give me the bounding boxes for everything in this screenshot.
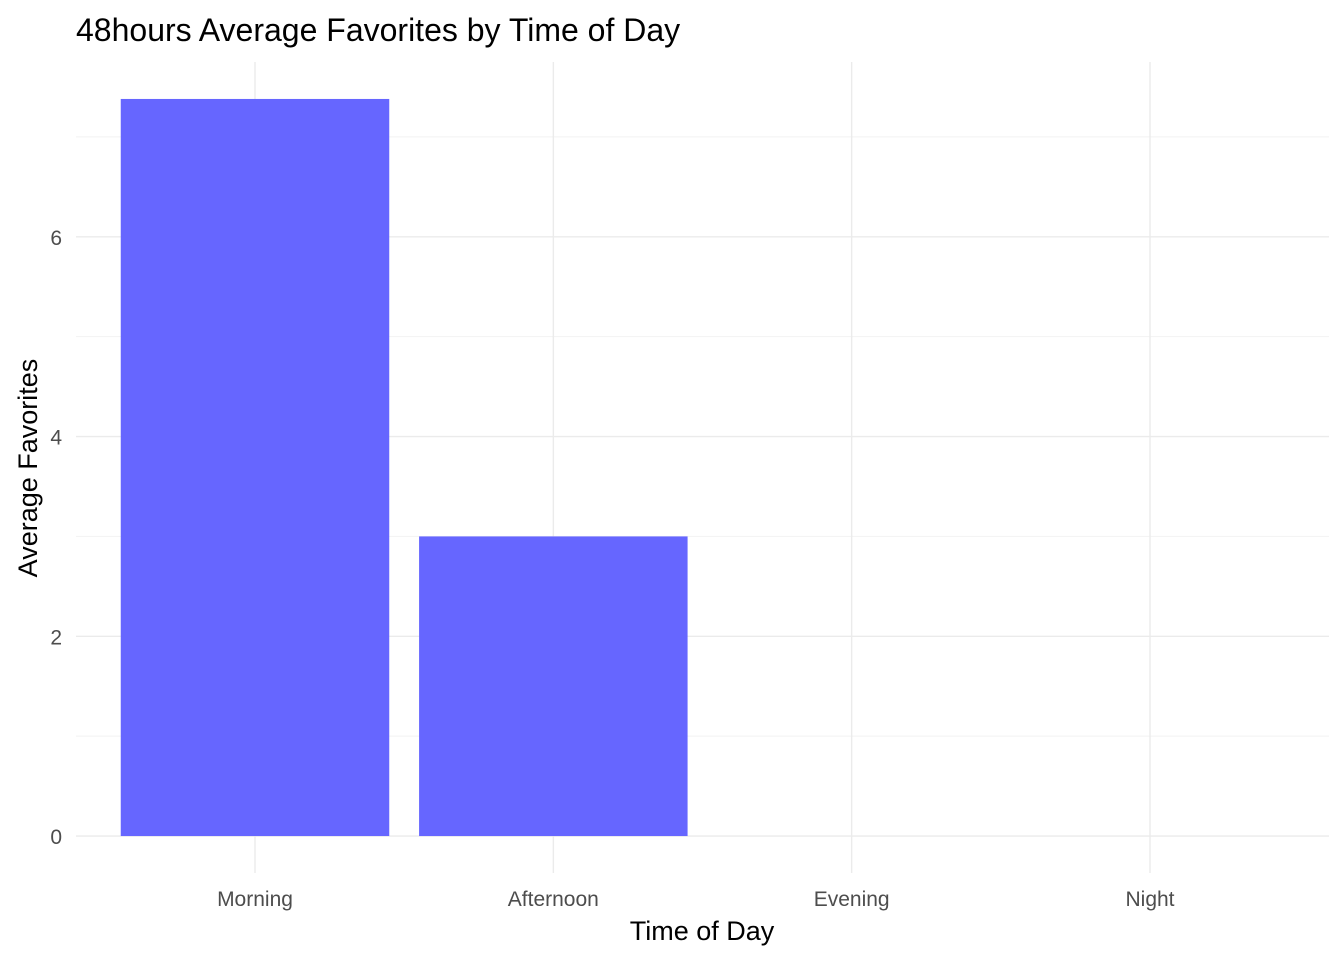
bars	[120, 98, 688, 837]
y-tick-label: 0	[50, 826, 62, 849]
chart-title: 48hours Average Favorites by Time of Day	[76, 12, 680, 48]
y-tick-labels: 0 2 4 6	[50, 227, 62, 849]
y-tick-label: 4	[50, 427, 62, 450]
x-tick-label: Evening	[814, 888, 890, 911]
y-axis-title: Average Favorites	[13, 359, 43, 578]
x-tick-label: Afternoon	[508, 888, 599, 911]
x-tick-labels: Morning Afternoon Evening Night	[217, 888, 1175, 911]
bar-morning	[120, 98, 390, 837]
y-tick-label: 6	[50, 227, 62, 250]
x-axis-title: Time of Day	[630, 916, 775, 946]
bar-afternoon	[419, 536, 688, 837]
y-tick-label: 2	[50, 626, 62, 649]
x-tick-label: Morning	[217, 888, 293, 911]
x-tick-label: Night	[1125, 888, 1174, 911]
